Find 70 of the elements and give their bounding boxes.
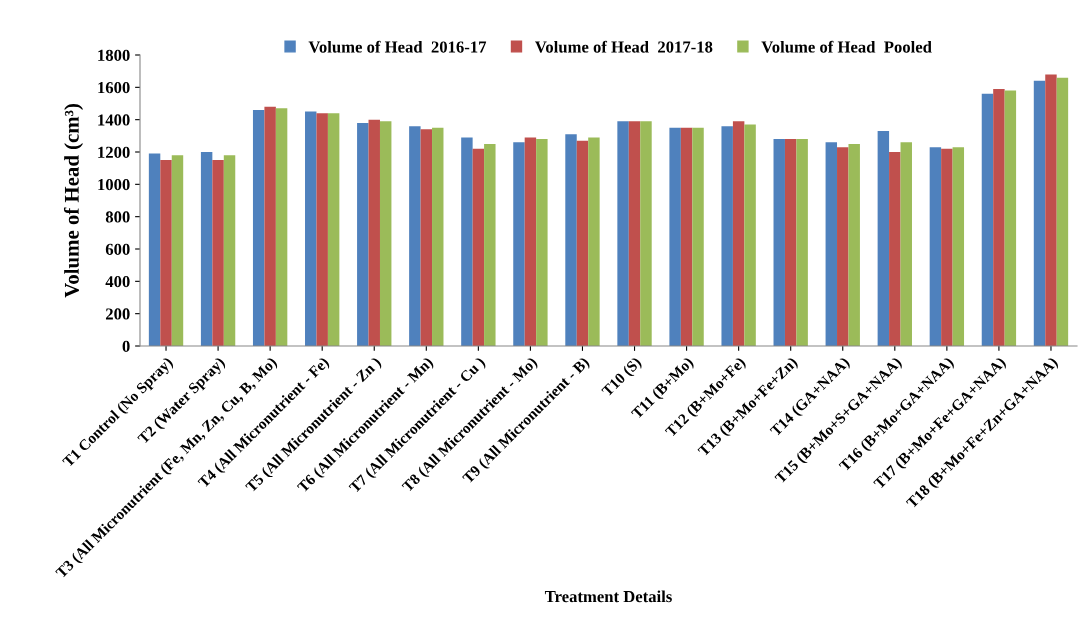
bar	[628, 121, 641, 346]
bar	[773, 139, 785, 346]
y-tick-label: 800	[105, 211, 130, 223]
bar	[796, 139, 808, 346]
bar	[420, 129, 433, 346]
y-tick-label: 1400	[98, 114, 130, 126]
bar	[327, 113, 340, 346]
y-tick-label: 0	[122, 340, 130, 352]
legend-label: Volume of Head 2017-18	[535, 40, 713, 53]
bar	[588, 137, 600, 346]
bar	[513, 142, 525, 346]
y-tick-label: 1600	[98, 82, 130, 94]
bar	[981, 93, 994, 346]
bar	[1004, 90, 1017, 346]
bar	[223, 155, 236, 346]
bar	[1033, 80, 1046, 346]
bar	[379, 121, 392, 346]
bar	[837, 147, 849, 346]
bar	[484, 143, 496, 346]
y-tick-label: 1200	[98, 146, 130, 158]
y-tick-label: 200	[105, 308, 130, 320]
legend-label: Volume of Head 2016-17	[308, 40, 487, 53]
bar	[825, 142, 838, 346]
bar	[889, 152, 901, 346]
bar	[732, 121, 745, 346]
y-tick-label: 400	[105, 276, 130, 288]
bar	[900, 142, 912, 346]
bar	[680, 127, 693, 346]
bar	[669, 127, 681, 346]
bar	[305, 111, 317, 346]
bar	[252, 109, 265, 346]
bar	[472, 148, 485, 346]
bar	[1056, 77, 1069, 346]
bar	[929, 147, 942, 346]
bar	[848, 143, 860, 346]
bar	[368, 119, 380, 346]
bar	[200, 152, 213, 346]
bar	[409, 126, 421, 346]
bar	[877, 130, 890, 346]
bar	[212, 160, 224, 346]
bar	[461, 137, 473, 346]
bar	[952, 147, 965, 346]
y-tick-label: 1800	[98, 49, 130, 61]
bar	[536, 139, 548, 346]
bar	[941, 148, 953, 346]
bar	[576, 140, 589, 346]
bar	[524, 137, 537, 346]
x-tick-label: T10 (S)	[600, 356, 644, 400]
bar	[160, 160, 172, 346]
bar	[316, 113, 328, 346]
bar	[721, 126, 733, 346]
y-tick-label: 600	[105, 243, 130, 255]
bar	[275, 108, 288, 346]
bar	[148, 153, 161, 346]
bar	[171, 155, 184, 346]
bar	[993, 88, 1005, 346]
bar	[357, 122, 369, 346]
bar	[692, 127, 704, 346]
y-axis-title: Volume of Head (cm³)	[63, 104, 84, 298]
bar	[1045, 74, 1057, 346]
bar	[565, 134, 577, 346]
bar	[264, 106, 276, 346]
bar	[617, 121, 629, 346]
x-axis-title: Treatment Details	[544, 590, 672, 603]
bar	[744, 124, 756, 346]
bar	[784, 139, 797, 346]
y-tick-label: 1000	[98, 179, 130, 191]
bar	[432, 127, 444, 346]
legend-label: Volume of Head Pooled	[761, 40, 932, 53]
bar	[640, 121, 652, 346]
